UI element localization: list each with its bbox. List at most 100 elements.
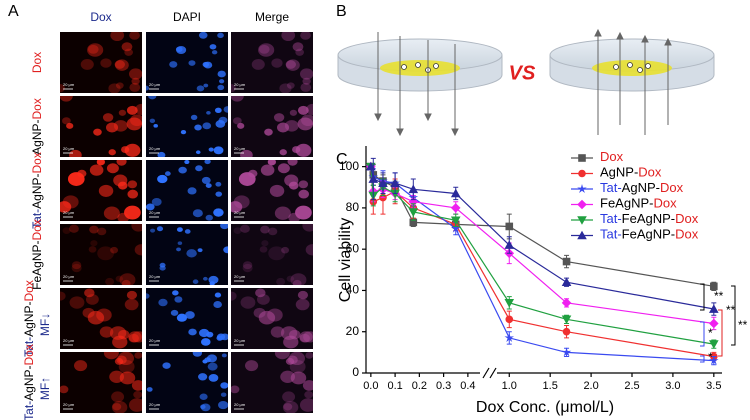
cell bbox=[66, 122, 74, 129]
scale-bar-label: 20 μm bbox=[63, 338, 75, 343]
micrograph: 20 μm bbox=[231, 288, 313, 349]
data-point bbox=[561, 298, 572, 308]
scale-bar-label: 20 μm bbox=[63, 82, 75, 87]
cell bbox=[176, 227, 183, 232]
cell bbox=[114, 357, 124, 365]
cell bbox=[73, 360, 88, 372]
cell bbox=[290, 371, 307, 385]
cell bbox=[111, 391, 125, 403]
x-axis-title: Dox Conc. (μmol/L) bbox=[476, 399, 614, 416]
cell bbox=[97, 227, 107, 236]
cell bbox=[304, 390, 313, 399]
cell bbox=[71, 263, 82, 273]
cell bbox=[192, 279, 199, 284]
row-label: Tat-AgNP-Dox bbox=[30, 152, 44, 229]
data-point bbox=[504, 240, 515, 249]
legend-label: Tat-FeAgNP-Dox bbox=[600, 211, 699, 226]
cell bbox=[131, 380, 142, 391]
data-point bbox=[390, 178, 400, 187]
arrow-head bbox=[396, 128, 404, 137]
column-header: Dox bbox=[90, 10, 111, 24]
row-label: Tat-AgNP-Dox bbox=[22, 344, 36, 420]
data-point bbox=[505, 315, 514, 324]
cell bbox=[231, 201, 243, 213]
micrograph: 20 μm bbox=[60, 32, 142, 93]
cell bbox=[133, 390, 142, 399]
cell bbox=[213, 301, 222, 308]
cell bbox=[114, 60, 125, 69]
cell bbox=[105, 122, 119, 133]
cell bbox=[303, 331, 313, 343]
cell bbox=[126, 290, 138, 300]
cell bbox=[298, 180, 309, 189]
cell bbox=[200, 338, 211, 346]
data-point bbox=[450, 188, 461, 198]
x-tick-label: 0.0 bbox=[363, 380, 378, 392]
cell bbox=[231, 96, 244, 102]
cell bbox=[118, 359, 135, 374]
cell bbox=[231, 291, 237, 301]
cell bbox=[286, 275, 295, 282]
significance-label: * bbox=[708, 326, 713, 340]
cell bbox=[185, 311, 195, 319]
cells bbox=[231, 160, 312, 221]
cell bbox=[194, 124, 202, 131]
cell bbox=[285, 357, 295, 365]
cells bbox=[231, 96, 313, 157]
cell bbox=[208, 374, 219, 382]
x-tick-label: 0.2 bbox=[412, 380, 427, 392]
micrograph: 20 μm bbox=[60, 96, 142, 157]
cell bbox=[124, 143, 141, 157]
micrograph-bg bbox=[231, 224, 313, 285]
y-tick-label: 40 bbox=[346, 283, 360, 297]
cell bbox=[108, 149, 116, 156]
scale-bar-label: 20 μm bbox=[234, 274, 246, 279]
cell bbox=[87, 310, 105, 325]
cell bbox=[109, 326, 127, 340]
x-tick-label: 3.5 bbox=[706, 380, 721, 392]
cell bbox=[174, 296, 183, 303]
data-point bbox=[710, 282, 718, 291]
cell bbox=[159, 262, 166, 268]
cell bbox=[288, 212, 301, 221]
cell bbox=[237, 122, 245, 129]
cell bbox=[286, 82, 295, 89]
data-point bbox=[561, 347, 572, 357]
cell bbox=[146, 203, 155, 211]
panel-label: C bbox=[336, 151, 348, 168]
cell bbox=[157, 151, 166, 157]
cell bbox=[276, 122, 290, 133]
cell bbox=[113, 174, 128, 187]
data-point bbox=[450, 203, 461, 213]
scale-bar-label: 20 μm bbox=[149, 274, 161, 279]
cell bbox=[96, 308, 112, 322]
cell bbox=[300, 82, 312, 92]
cell bbox=[60, 96, 73, 102]
x-tick-label: 2.5 bbox=[624, 380, 639, 392]
cell bbox=[206, 354, 217, 363]
cell bbox=[274, 206, 291, 220]
cell bbox=[267, 160, 276, 166]
row-label: Dox bbox=[30, 52, 44, 73]
arrow-head bbox=[424, 113, 432, 122]
arrow-head bbox=[616, 31, 624, 40]
cell bbox=[112, 335, 128, 349]
cell bbox=[267, 308, 283, 322]
legend-label: FeAgNP-Dox bbox=[600, 196, 677, 211]
data-point bbox=[378, 178, 388, 187]
cell bbox=[110, 246, 119, 254]
arrow-head bbox=[641, 34, 649, 43]
cell bbox=[251, 58, 265, 70]
cell bbox=[103, 352, 119, 360]
axis-break bbox=[489, 367, 497, 379]
cell bbox=[260, 225, 270, 234]
cell bbox=[116, 160, 127, 166]
y-tick-label: 20 bbox=[346, 324, 360, 338]
cell bbox=[146, 387, 153, 392]
cell bbox=[199, 393, 208, 400]
cell bbox=[208, 147, 214, 152]
cell bbox=[103, 206, 120, 220]
cell bbox=[204, 160, 211, 165]
cell bbox=[115, 59, 129, 71]
cell bbox=[297, 117, 313, 131]
